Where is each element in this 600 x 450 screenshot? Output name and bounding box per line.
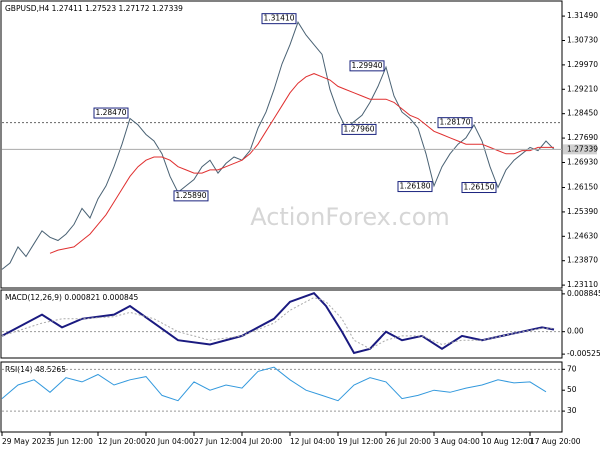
- series-line: [1, 296, 554, 350]
- y-tick-label: 1.29210: [567, 84, 598, 93]
- x-tick-label: 17 Aug 20:00: [530, 437, 581, 446]
- y-tick-label: 1.23870: [567, 256, 598, 265]
- x-tick-label: 12 Jun 20:00: [98, 437, 146, 446]
- y-tick-label: 1.27690: [567, 133, 598, 142]
- y-tick-label: 0.00: [567, 327, 584, 336]
- annotation-box: [349, 60, 385, 72]
- annotation-label: 1.28470: [95, 108, 126, 117]
- y-tick-label: 1.28450: [567, 109, 598, 118]
- annotation-label: 1.31410: [263, 14, 294, 23]
- price-panel: [0, 0, 563, 289]
- series-line: [1, 366, 547, 402]
- annotation-label: 1.26180: [399, 182, 430, 191]
- x-tick-label: 10 Aug 12:00: [482, 437, 533, 446]
- annotation-box: [173, 190, 209, 202]
- y-tick-label: 1.30730: [567, 35, 598, 44]
- annotation-label: 1.28170: [439, 118, 470, 127]
- y-tick-label: -0.005252: [567, 349, 600, 358]
- y-tick-label: 30: [567, 406, 577, 415]
- y-tick-label: 1.25390: [567, 207, 598, 216]
- x-tick-label: 3 Aug 04:00: [434, 437, 480, 446]
- y-tick-label: 0.008845: [567, 289, 600, 298]
- watermark: ActionForex.com: [250, 203, 450, 231]
- annotation-label: 1.26150: [463, 183, 494, 192]
- series-line: [1, 292, 555, 355]
- x-tick-label: 19 Jul 12:00: [338, 437, 383, 446]
- x-tick-label: 20 Jun 04:00: [146, 437, 194, 446]
- y-tick-label: 50: [567, 385, 577, 394]
- annotation-label: 1.29940: [351, 61, 382, 70]
- series-line: [49, 73, 554, 254]
- last-price-box: [563, 144, 597, 155]
- x-tick-label: 27 Jun 12:00: [194, 437, 242, 446]
- series-line: [1, 21, 555, 270]
- x-tick-label: 5 Jun 12:00: [50, 437, 93, 446]
- rsi-panel: [0, 361, 563, 433]
- y-tick-label: 1.23110: [567, 280, 598, 289]
- x-tick-label: 29 May 2023: [2, 437, 51, 446]
- annotation-label: 1.27960: [343, 124, 374, 133]
- annotation-box: [93, 107, 129, 119]
- panel-title: MACD(12,26,9) 0.000821 0.000845: [5, 293, 139, 302]
- y-tick-label: 1.26150: [567, 183, 598, 192]
- panel-title: GBPUSD,H4 1.27411 1.27523 1.27172 1.2733…: [5, 4, 183, 13]
- annotation-box: [437, 117, 473, 129]
- x-tick-label: 12 Jul 04:00: [290, 437, 335, 446]
- last-price-label: 1.27339: [567, 144, 598, 153]
- annotation-box: [461, 182, 497, 194]
- y-tick-label: 1.24630: [567, 231, 598, 240]
- y-tick-label: 1.29970: [567, 60, 598, 69]
- annotation-box: [397, 181, 433, 193]
- y-tick-label: 1.31490: [567, 11, 598, 20]
- y-tick-label: 1.26930: [567, 157, 598, 166]
- macd-panel: [0, 289, 563, 359]
- annotation-box: [261, 13, 297, 25]
- annotation-label: 1.25890: [175, 191, 206, 200]
- x-tick-label: 4 Jul 20:00: [242, 437, 282, 446]
- x-tick-label: 26 Jul 20:00: [386, 437, 431, 446]
- y-tick-label: 70: [567, 364, 577, 373]
- annotation-box: [341, 123, 377, 135]
